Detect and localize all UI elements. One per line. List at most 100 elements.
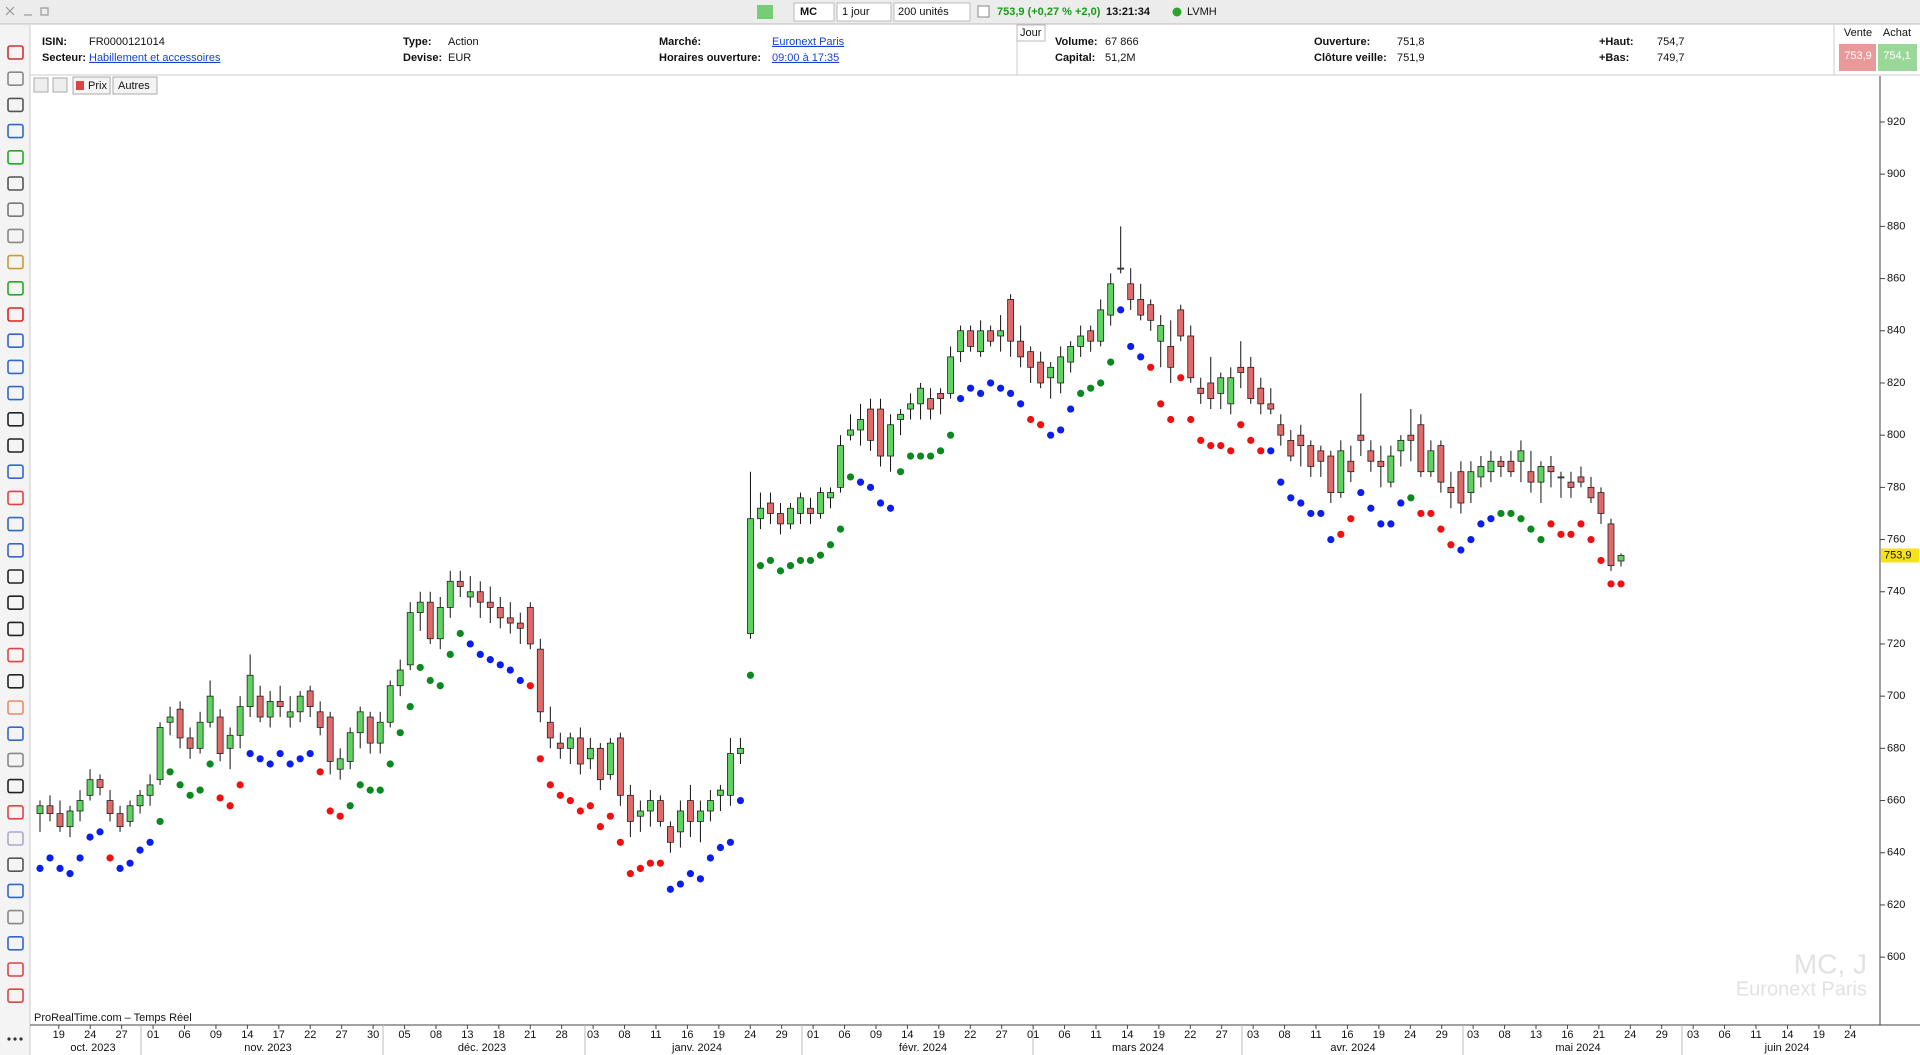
- candle-body: [136, 794, 144, 807]
- sar-dot: [1287, 494, 1295, 502]
- sar-dot: [156, 817, 164, 826]
- tool-icon[interactable]: [7, 673, 24, 689]
- sar-dot: [1477, 520, 1485, 528]
- tool-icon[interactable]: [7, 595, 24, 611]
- tool-icon[interactable]: [7, 490, 24, 506]
- candle-body: [566, 737, 574, 749]
- other-button-label[interactable]: Autres: [118, 80, 150, 92]
- close-button[interactable]: [5, 6, 15, 16]
- x-tick-label: 19: [1153, 1029, 1165, 1041]
- tool-icon[interactable]: [7, 831, 24, 846]
- sar-dot: [276, 749, 284, 758]
- tool-icon[interactable]: [7, 988, 24, 1004]
- buy-price[interactable]: 754,1: [1883, 50, 1911, 62]
- candle-body: [366, 716, 374, 744]
- tool-icon[interactable]: [7, 150, 24, 165]
- period-tab-label[interactable]: Jour: [1020, 27, 1042, 39]
- window-controls[interactable]: [5, 6, 49, 16]
- sar-dot: [1077, 389, 1085, 398]
- candle-body: [1077, 335, 1085, 347]
- period[interactable]: 1 jour: [842, 6, 870, 18]
- chart-icon[interactable]: [757, 5, 773, 19]
- tool-icon[interactable]: [7, 97, 24, 113]
- tool-icon[interactable]: [7, 542, 24, 558]
- tool-icon[interactable]: [7, 752, 24, 768]
- sar-dot: [987, 379, 995, 387]
- tool-icon[interactable]: [7, 778, 24, 794]
- other-button[interactable]: [112, 76, 158, 95]
- tool-icon[interactable]: [7, 411, 24, 427]
- open-label: Ouverture:: [1314, 36, 1370, 48]
- tool-icon[interactable]: [7, 176, 24, 191]
- tool-icon[interactable]: [7, 280, 24, 296]
- sar-dot: [566, 796, 574, 805]
- chart-button[interactable]: [52, 77, 68, 93]
- x-tick-label: 09: [870, 1029, 882, 1041]
- units[interactable]: 200 unités: [898, 6, 949, 18]
- tool-icon[interactable]: [7, 726, 24, 742]
- sell-price[interactable]: 753,9: [1844, 50, 1872, 62]
- tool-icon[interactable]: [7, 333, 24, 349]
- period-tab[interactable]: [1016, 24, 1046, 42]
- tool-icon[interactable]: [7, 45, 24, 60]
- tool-icon[interactable]: [7, 228, 24, 244]
- candle-body: [606, 742, 614, 775]
- sar-dot: [1587, 535, 1595, 544]
- tool-icon[interactable]: [7, 464, 24, 480]
- tool-icon[interactable]: [7, 307, 24, 322]
- maximize-button[interactable]: [40, 7, 49, 16]
- sector-link[interactable]: Habillement et accessoires: [89, 52, 221, 64]
- chart-button[interactable]: [33, 77, 49, 93]
- candle-body: [156, 727, 164, 781]
- tool-icon[interactable]: [7, 385, 24, 401]
- sar-dot: [1037, 421, 1045, 429]
- candle-body: [1207, 382, 1215, 400]
- tool-icon[interactable]: [7, 569, 24, 584]
- tool-icon[interactable]: [7, 621, 24, 637]
- sell-button[interactable]: [1839, 44, 1876, 71]
- price-button-label[interactable]: Prix: [88, 80, 107, 92]
- units-box[interactable]: [893, 2, 971, 22]
- tool-icon[interactable]: [7, 804, 24, 820]
- candle-body: [1237, 366, 1245, 373]
- sar-dot: [266, 760, 274, 768]
- sar-dot: [1197, 436, 1205, 444]
- tool-icon[interactable]: [7, 254, 24, 270]
- tool-icon[interactable]: [7, 935, 24, 951]
- tool-icon[interactable]: [7, 883, 24, 899]
- candle-body: [807, 507, 814, 514]
- hours-link[interactable]: 09:00 à 17:35: [772, 52, 839, 64]
- symbol[interactable]: MC: [800, 6, 817, 18]
- buy-button[interactable]: [1878, 44, 1917, 71]
- sar-dot: [806, 556, 815, 565]
- sar-dot: [206, 760, 214, 768]
- tool-icon[interactable]: [7, 857, 24, 873]
- period-box[interactable]: [836, 2, 892, 22]
- month-label: nov. 2023: [244, 1042, 292, 1054]
- tool-icon[interactable]: [7, 909, 24, 925]
- candle-body: [406, 612, 414, 666]
- symbol-box[interactable]: [793, 2, 835, 22]
- tool-icon[interactable]: [7, 647, 24, 663]
- tool-icon[interactable]: [7, 123, 24, 139]
- tool-icon[interactable]: [7, 700, 24, 715]
- sar-dot: [136, 846, 144, 854]
- sar-dot: [1467, 535, 1475, 544]
- tool-icon[interactable]: [7, 71, 24, 86]
- market-link[interactable]: Euronext Paris: [772, 36, 845, 48]
- tool-icon[interactable]: [7, 359, 24, 375]
- candle-body: [717, 789, 724, 796]
- x-tick-label: 01: [807, 1029, 819, 1041]
- candle-body: [1097, 309, 1105, 342]
- tool-icon[interactable]: [7, 438, 24, 453]
- candle-body: [827, 492, 834, 499]
- candle-body: [186, 737, 194, 749]
- tool-icon[interactable]: [7, 962, 24, 977]
- y-tick-label: 700: [1887, 690, 1905, 702]
- tool-icon[interactable]: [7, 202, 24, 217]
- menu-button[interactable]: [7, 1037, 23, 1041]
- tool-icon[interactable]: [7, 516, 24, 532]
- info-icon[interactable]: [977, 5, 990, 18]
- sar-dot: [846, 473, 855, 481]
- candle-body: [1327, 455, 1335, 493]
